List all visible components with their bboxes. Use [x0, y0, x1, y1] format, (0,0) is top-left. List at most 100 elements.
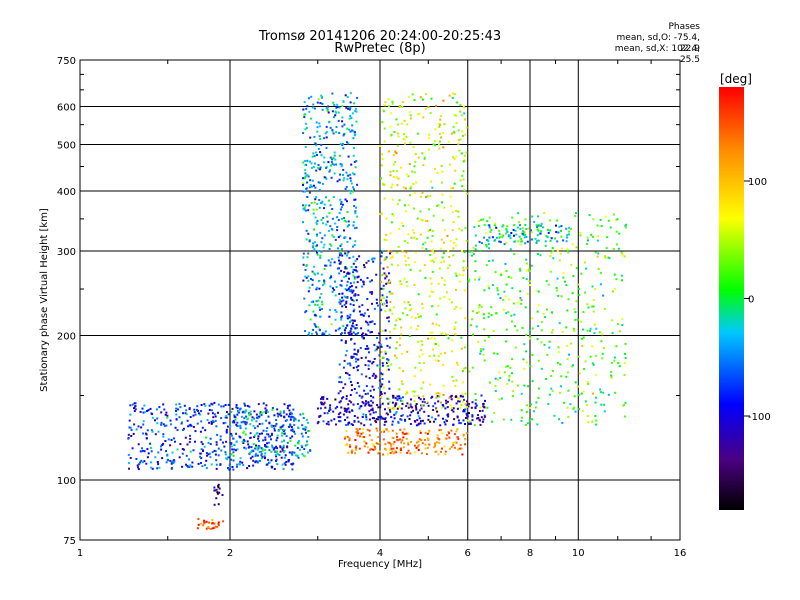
data-point — [404, 204, 406, 207]
data-point — [312, 208, 315, 211]
data-point — [383, 110, 386, 113]
data-point — [428, 443, 431, 446]
data-point — [319, 138, 322, 140]
data-point — [376, 429, 379, 432]
data-point — [451, 229, 454, 232]
data-point — [354, 446, 357, 449]
data-point — [336, 106, 339, 108]
data-point — [352, 322, 354, 325]
data-point — [441, 363, 444, 366]
data-point — [478, 410, 481, 412]
data-point — [385, 275, 388, 278]
data-point — [499, 241, 502, 244]
data-point — [344, 435, 347, 438]
data-point — [504, 371, 506, 374]
data-point — [492, 259, 494, 262]
data-point — [456, 361, 458, 364]
data-point — [383, 238, 386, 241]
data-point — [425, 401, 428, 403]
data-point — [348, 439, 351, 442]
data-point — [385, 412, 388, 415]
data-point — [255, 432, 258, 435]
data-point — [460, 447, 463, 450]
data-point — [340, 251, 342, 253]
data-point — [348, 444, 351, 446]
data-point — [357, 420, 360, 423]
data-point — [517, 240, 520, 243]
data-point — [390, 250, 393, 253]
data-point — [301, 435, 304, 438]
data-point — [612, 248, 615, 250]
data-point — [462, 433, 465, 436]
data-point — [139, 461, 142, 464]
data-point — [338, 292, 341, 295]
data-point — [162, 403, 165, 406]
data-point — [563, 401, 566, 404]
data-point — [302, 221, 304, 224]
data-point — [312, 103, 315, 106]
data-point — [216, 525, 219, 528]
data-point — [434, 168, 436, 170]
data-point — [439, 352, 442, 355]
data-point — [175, 407, 178, 410]
data-point — [383, 272, 386, 275]
data-point — [215, 441, 218, 444]
data-point — [331, 92, 334, 95]
data-point — [559, 363, 562, 366]
data-point — [560, 225, 563, 228]
data-point — [358, 305, 361, 308]
data-point — [604, 255, 606, 258]
data-point — [313, 265, 316, 268]
data-point — [510, 232, 513, 234]
data-point — [182, 448, 185, 451]
data-point — [317, 98, 320, 101]
data-point — [317, 249, 319, 252]
data-point — [255, 413, 258, 416]
data-point — [427, 415, 430, 417]
data-point — [505, 242, 508, 245]
data-point — [452, 125, 455, 128]
data-point — [289, 412, 292, 415]
data-point — [405, 432, 408, 435]
data-point — [377, 416, 380, 419]
data-point — [421, 98, 424, 101]
data-point — [419, 315, 422, 318]
data-point — [437, 204, 440, 207]
data-point — [401, 402, 404, 405]
data-point — [450, 398, 453, 401]
data-point — [355, 110, 358, 113]
data-point — [339, 298, 341, 301]
data-point — [316, 203, 319, 205]
data-point — [264, 448, 267, 451]
data-point — [216, 491, 219, 494]
data-point — [293, 430, 296, 433]
data-point — [201, 443, 204, 446]
data-point — [200, 410, 202, 413]
data-point — [572, 364, 574, 367]
data-point — [347, 250, 350, 253]
data-point — [452, 254, 455, 257]
data-point — [443, 123, 446, 126]
data-point — [182, 412, 184, 415]
data-point — [437, 143, 440, 146]
data-point — [504, 295, 507, 298]
data-point — [392, 163, 395, 166]
data-point — [361, 313, 364, 316]
data-point — [396, 144, 399, 147]
data-point — [424, 439, 426, 441]
data-point — [364, 312, 367, 315]
data-point — [431, 291, 434, 293]
data-point — [369, 280, 372, 283]
data-point — [419, 233, 422, 236]
data-point — [416, 412, 419, 415]
data-point — [261, 432, 263, 435]
data-point — [560, 385, 562, 388]
data-point — [293, 451, 296, 454]
data-point — [203, 403, 206, 406]
data-point — [242, 431, 245, 434]
data-point — [257, 403, 260, 406]
data-point — [249, 432, 252, 435]
data-point — [594, 401, 597, 404]
data-point — [160, 448, 163, 451]
